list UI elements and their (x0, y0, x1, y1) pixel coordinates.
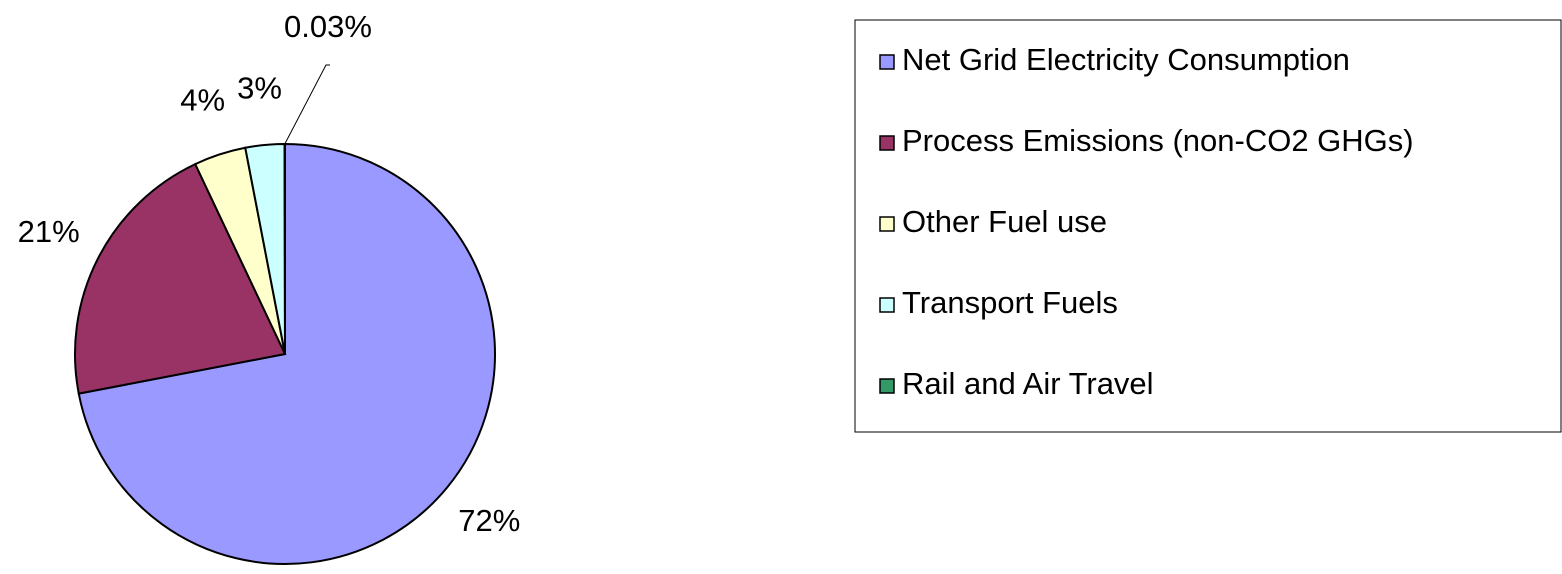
pie-slice (77, 142, 496, 565)
legend-swatch (879, 297, 895, 313)
legend-label: Other Fuel use (902, 204, 1107, 239)
legend-swatch (879, 378, 895, 394)
data-label: 4% (180, 82, 225, 117)
legend-box (854, 19, 1562, 433)
legend-label: Transport Fuels (902, 285, 1118, 320)
legend-label: Net Grid Electricity Consumption (902, 42, 1350, 77)
data-label: 72% (458, 503, 520, 538)
legend-swatch (879, 54, 895, 70)
legend-swatch (879, 216, 895, 232)
legend-label: Process Emissions (non-CO2 GHGs) (902, 123, 1414, 158)
leader-line (284, 64, 330, 145)
pie-slice (74, 162, 287, 395)
data-label: 0.03% (284, 9, 372, 44)
legend-swatch (879, 135, 895, 151)
legend-label: Rail and Air Travel (902, 366, 1154, 401)
data-label: 21% (18, 214, 80, 249)
data-label: 3% (237, 70, 282, 105)
